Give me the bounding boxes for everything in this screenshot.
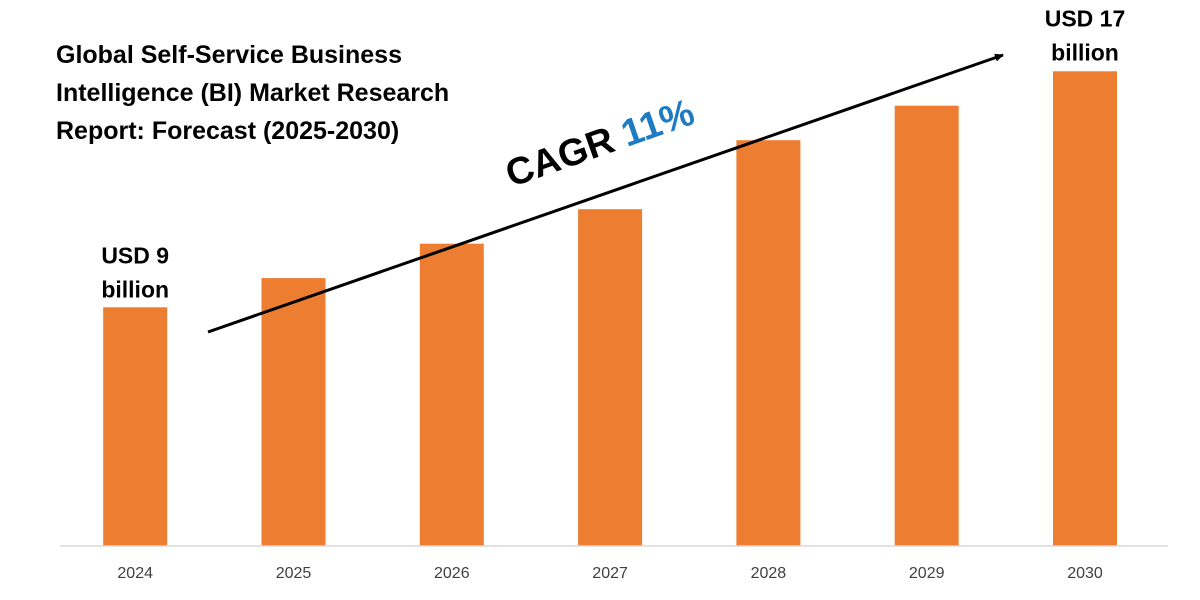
first-bar-label: USD 9 billion bbox=[101, 242, 169, 302]
bar-2030 bbox=[1053, 71, 1117, 547]
bar-2029 bbox=[894, 105, 959, 546]
x-tick-label-2024: 2024 bbox=[117, 565, 153, 582]
x-tick-label-2030: 2030 bbox=[1067, 565, 1103, 582]
cagr-value: 11% bbox=[616, 92, 700, 156]
x-tick-label-2029: 2029 bbox=[909, 565, 945, 582]
x-tick-label-2027: 2027 bbox=[592, 565, 628, 582]
cagr-prefix: CAGR bbox=[500, 116, 629, 196]
x-tick-label-2026: 2026 bbox=[434, 565, 470, 582]
bar-2028 bbox=[736, 140, 801, 546]
trend-arrow bbox=[207, 53, 1004, 334]
bars-layer bbox=[103, 71, 1117, 547]
cagr-label: CAGR 11% bbox=[500, 92, 699, 196]
x-tick-label-2028: 2028 bbox=[751, 565, 787, 582]
bar-2024 bbox=[103, 307, 168, 546]
x-tick-labels: 2024 2025 2026 2027 2028 2029 2030 bbox=[117, 565, 1102, 582]
bar-2025 bbox=[261, 278, 326, 546]
bar-2026 bbox=[419, 243, 484, 546]
x-tick-label-2025: 2025 bbox=[276, 565, 312, 582]
bar-value-labels: USD 9 billion USD 17 billion bbox=[101, 5, 1125, 302]
chart-title: Global Self-Service Business Intelligenc… bbox=[56, 41, 450, 145]
last-bar-label: USD 17 billion bbox=[1045, 5, 1126, 65]
bar-2027 bbox=[578, 209, 643, 546]
